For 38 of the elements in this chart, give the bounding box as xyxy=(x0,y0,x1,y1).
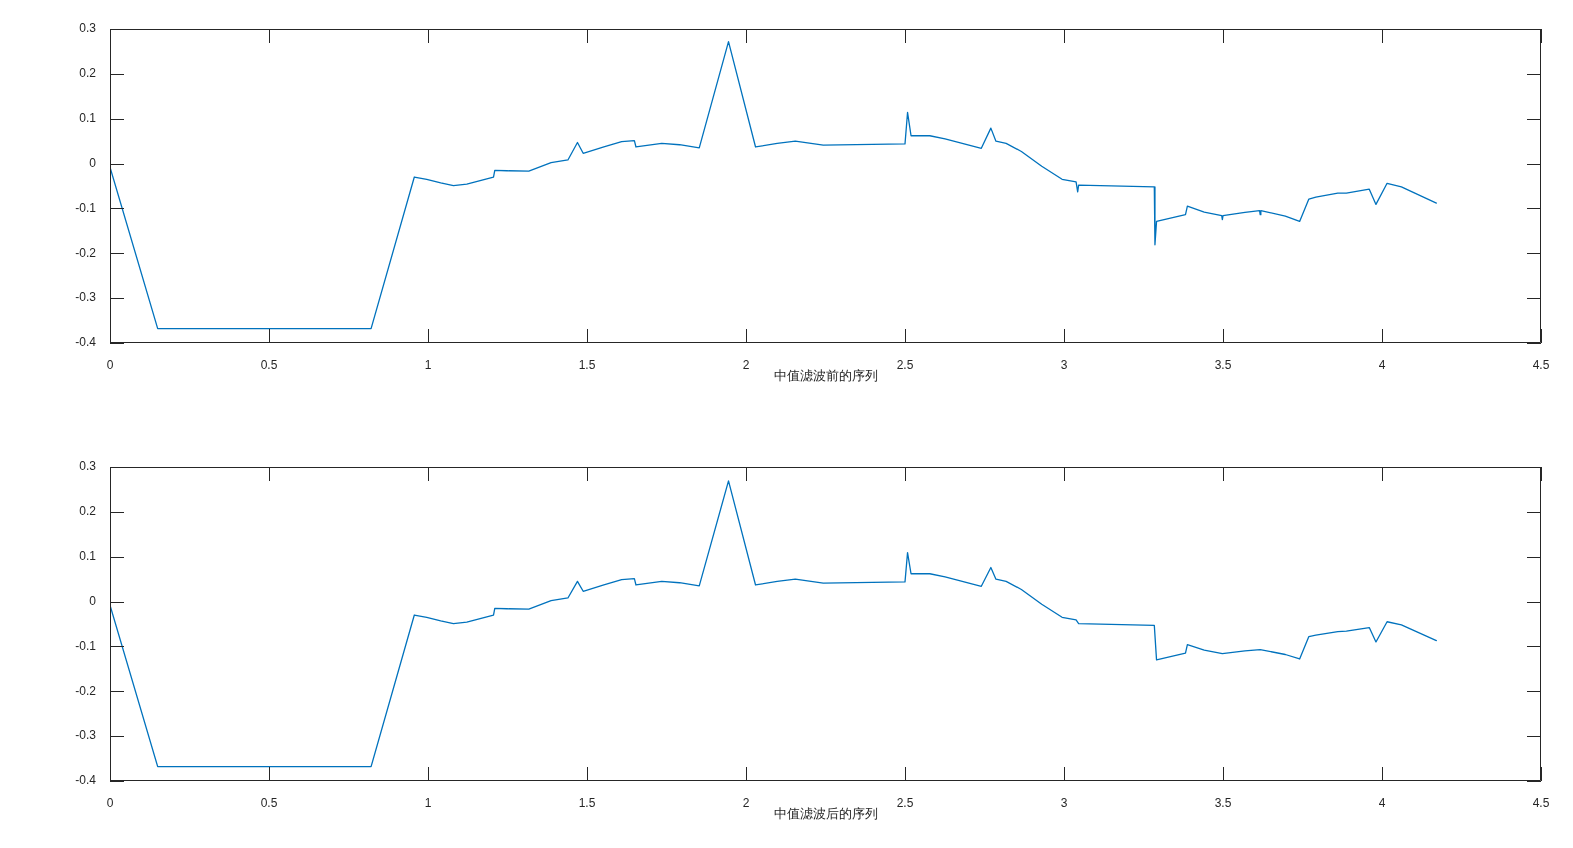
x-axis-title: 中值滤波后的序列 xyxy=(773,805,878,821)
y-tick-label: -0.1 xyxy=(75,200,97,215)
y-tick-label: -0.2 xyxy=(75,245,97,260)
y-tick-label: 0.2 xyxy=(79,504,97,519)
y-tick-label: 0.3 xyxy=(79,459,97,474)
y-tick-label: 0 xyxy=(89,593,97,608)
y-tick-label: 0.1 xyxy=(79,549,97,564)
x-tick-label: 1.5 xyxy=(578,357,596,372)
x-tick-label: 2.5 xyxy=(896,357,914,372)
x-tick-label: 0.5 xyxy=(260,357,278,372)
y-tick-label: 0.1 xyxy=(79,111,97,126)
x-tick-label: 4.5 xyxy=(1532,357,1550,372)
y-tick-label: 0 xyxy=(89,155,97,170)
y-tick-label: 0.3 xyxy=(79,21,97,36)
x-tick-label: 3 xyxy=(1060,357,1068,372)
x-tick-label: 3 xyxy=(1060,795,1068,810)
y-tick-label: -0.3 xyxy=(75,728,97,743)
y-tick-label: -0.4 xyxy=(75,773,97,788)
y-tick-label: -0.1 xyxy=(75,638,97,653)
x-tick-label: 1.5 xyxy=(578,795,596,810)
x-tick-label: 2.5 xyxy=(896,795,914,810)
x-tick-label: 4 xyxy=(1378,357,1386,372)
x-tick-label: 4 xyxy=(1378,795,1386,810)
x-tick-label: 3.5 xyxy=(1214,795,1232,810)
y-tick-label: -0.3 xyxy=(75,290,97,305)
y-tick-label: -0.2 xyxy=(75,683,97,698)
x-tick-label: 1 xyxy=(424,357,432,372)
x-tick-label: 0 xyxy=(106,357,114,372)
x-tick-label: 0 xyxy=(106,795,114,810)
x-tick-label: 0.5 xyxy=(260,795,278,810)
x-tick-label: 3.5 xyxy=(1214,357,1232,372)
x-tick-label: 2 xyxy=(742,795,750,810)
x-axis-title: 中值滤波前的序列 xyxy=(773,367,878,383)
x-tick-label: 2 xyxy=(742,357,750,372)
x-tick-label: 1 xyxy=(424,795,432,810)
y-tick-label: -0.4 xyxy=(75,335,97,350)
y-tick-label: 0.2 xyxy=(79,66,97,81)
x-tick-label: 4.5 xyxy=(1532,795,1550,810)
